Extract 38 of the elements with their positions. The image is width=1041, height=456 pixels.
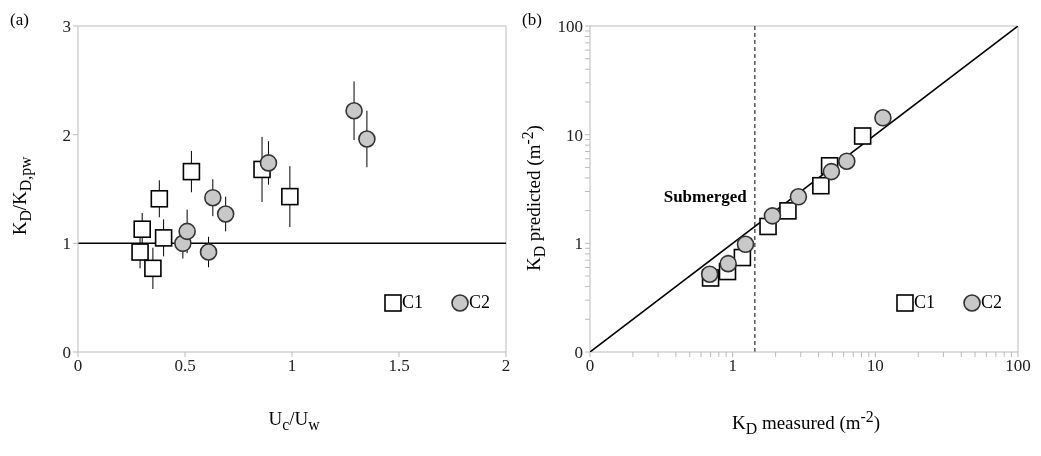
ref-line-label: Submerged: [663, 187, 748, 207]
x-tick-label: 10: [866, 356, 884, 376]
y-tick-label: 1: [574, 234, 583, 254]
point: [150, 189, 169, 208]
legend-label: C2: [468, 292, 490, 313]
x-axis-title: K$_{D}$ measured (m$^{-2}$): [730, 408, 882, 439]
y-tick-label: 100: [557, 17, 583, 37]
point: [358, 130, 376, 148]
x-tick-label: 2: [501, 356, 511, 376]
point: [144, 259, 162, 278]
point: [133, 220, 151, 239]
chart-title: (a): [10, 10, 29, 30]
point: [182, 162, 201, 181]
legend-label: C1: [913, 292, 935, 313]
x-tick-label: 100: [1005, 356, 1031, 376]
legend-label: C1: [401, 292, 423, 313]
y-tick-label: 0: [62, 343, 71, 363]
y-tick-label: 1: [62, 234, 71, 254]
x-tick-label: 1: [287, 356, 297, 376]
point: [204, 188, 222, 207]
point: [345, 101, 363, 120]
chart-title: (b): [522, 10, 542, 30]
legend-label: C2: [980, 292, 1002, 313]
y-tick-label: 3: [62, 17, 71, 37]
y-tick-label: 10: [566, 125, 583, 145]
x-axis-title: U$_{c}$/U$_{w}$: [267, 408, 321, 434]
x-tick-label: 0.5: [174, 356, 196, 376]
y-tick-label: 0: [574, 343, 583, 363]
point: [131, 243, 149, 261]
point: [154, 229, 173, 247]
point: [178, 222, 196, 241]
point: [216, 205, 235, 223]
point: [199, 243, 218, 261]
x-tick-label: 1.5: [388, 356, 410, 376]
y-tick-label: 2: [62, 125, 71, 145]
x-tick-label: 1: [728, 356, 737, 376]
point: [281, 187, 299, 206]
point: [259, 154, 278, 172]
